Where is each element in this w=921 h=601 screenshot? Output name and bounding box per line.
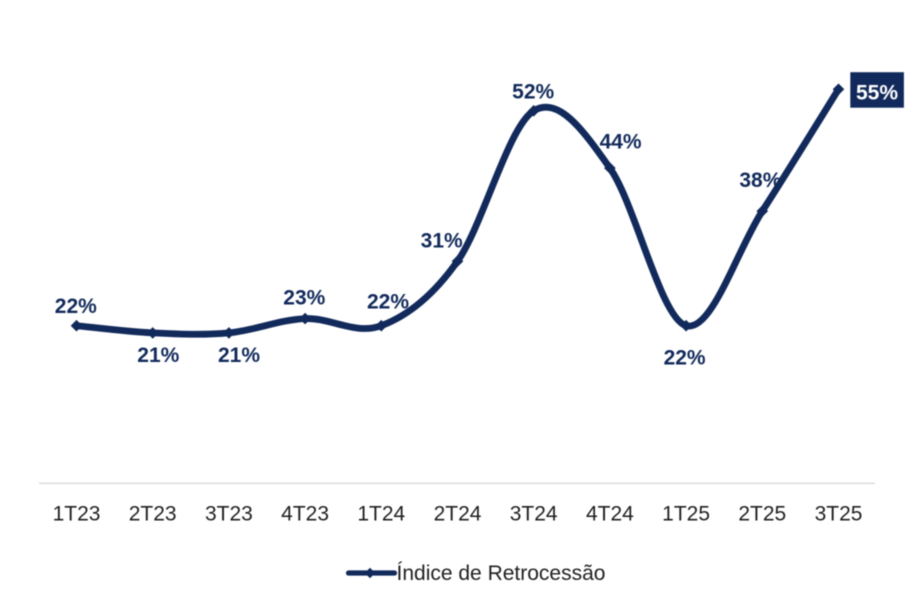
svg-text:23%: 23% — [283, 287, 325, 310]
svg-text:3T23: 3T23 — [205, 503, 253, 526]
svg-text:3T25: 3T25 — [815, 503, 863, 526]
svg-text:21%: 21% — [218, 344, 260, 367]
svg-text:2T25: 2T25 — [738, 503, 786, 526]
svg-text:38%: 38% — [739, 169, 781, 192]
svg-text:1T25: 1T25 — [662, 503, 710, 526]
svg-text:Índice de Retrocessão: Índice de Retrocessão — [397, 562, 606, 585]
svg-text:22%: 22% — [664, 346, 706, 369]
svg-text:1T24: 1T24 — [357, 503, 405, 526]
svg-text:2T24: 2T24 — [434, 503, 482, 526]
svg-text:1T23: 1T23 — [53, 503, 101, 526]
svg-text:31%: 31% — [421, 230, 463, 253]
svg-text:22%: 22% — [55, 295, 97, 318]
svg-text:4T24: 4T24 — [586, 503, 634, 526]
svg-text:22%: 22% — [367, 291, 409, 314]
svg-text:55%: 55% — [856, 81, 898, 104]
svg-text:2T23: 2T23 — [129, 503, 177, 526]
svg-text:3T24: 3T24 — [510, 503, 558, 526]
svg-text:44%: 44% — [600, 130, 642, 153]
svg-text:4T23: 4T23 — [281, 503, 329, 526]
svg-text:21%: 21% — [137, 344, 179, 367]
svg-text:52%: 52% — [512, 80, 554, 103]
